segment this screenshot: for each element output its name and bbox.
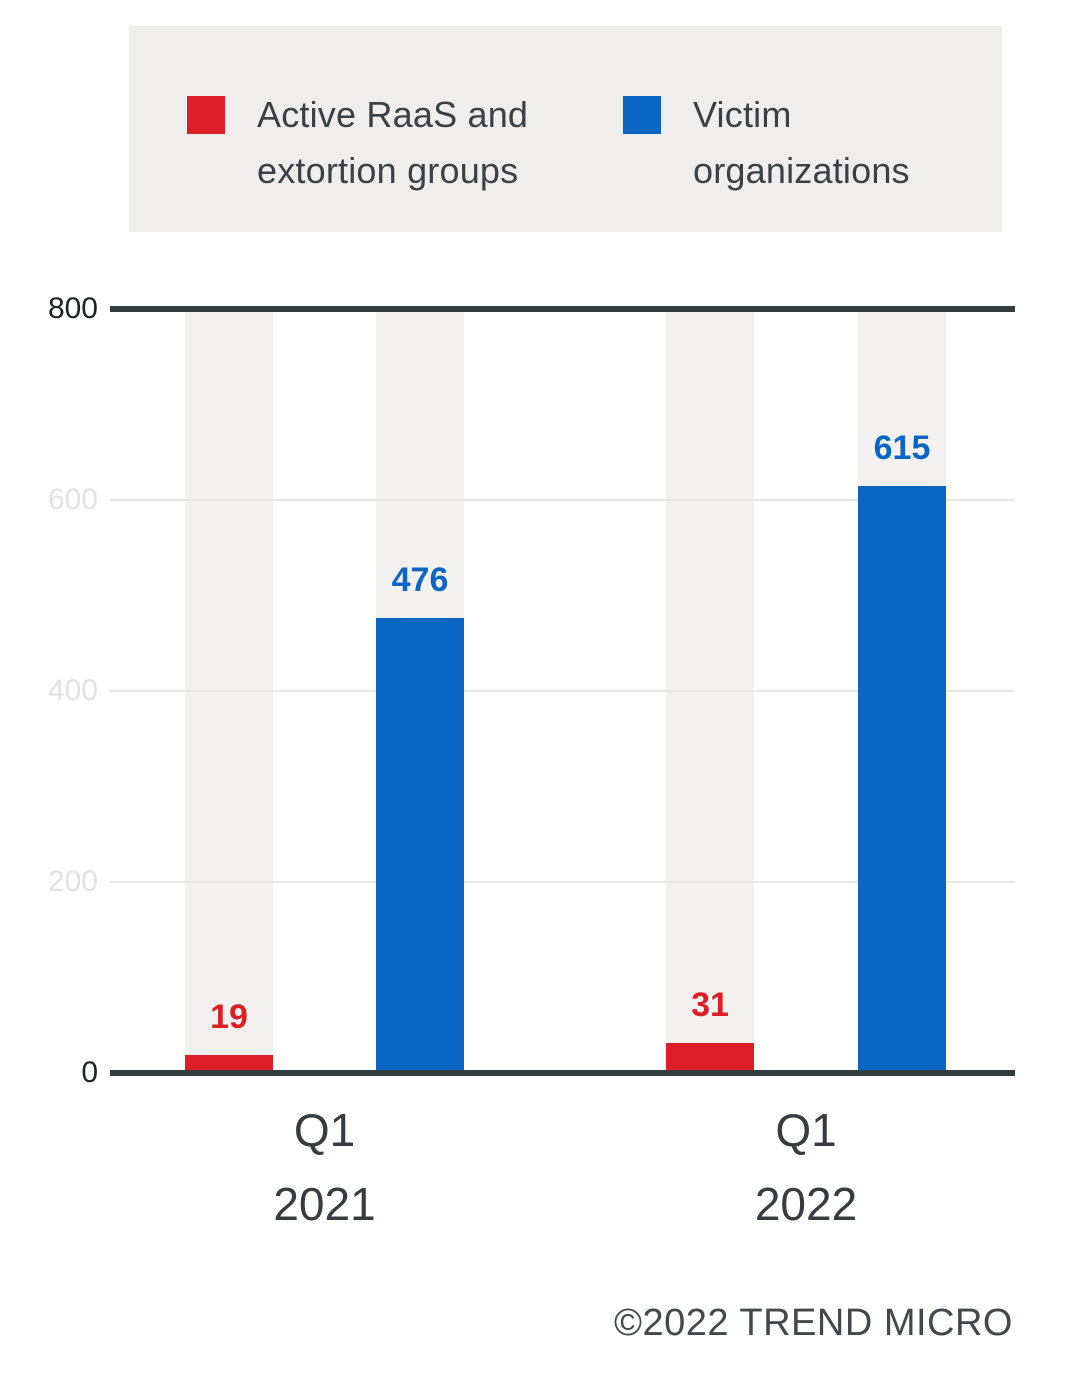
legend-item-victims: Victim organizations bbox=[623, 87, 973, 199]
y-tick-label: 600 bbox=[47, 483, 98, 516]
bar-value-label: 615 bbox=[873, 428, 931, 467]
x-category-label-line: 2022 bbox=[754, 1178, 858, 1230]
bar-value-label: 31 bbox=[691, 986, 729, 1025]
grid-line bbox=[110, 690, 1015, 692]
plot-area: 0 200 400 600 800 19 476 Q1 2021 31 615 Q1 2022 bbox=[48, 292, 1015, 1230]
grid-line bbox=[110, 881, 1015, 883]
bar-value-label: 19 bbox=[210, 997, 248, 1036]
grid-line bbox=[110, 499, 1015, 501]
legend: Active RaaS and extortion groups Victim … bbox=[129, 26, 1002, 232]
bar bbox=[376, 618, 464, 1073]
bar bbox=[858, 485, 946, 1073]
legend-item-raas: Active RaaS and extortion groups bbox=[187, 87, 577, 199]
copyright-text: ©2022 TREND MICRO bbox=[613, 1302, 1013, 1344]
x-category-label-line: Q1 bbox=[293, 1104, 356, 1156]
x-category-label-line: Q1 bbox=[775, 1104, 837, 1156]
bar bbox=[666, 1043, 754, 1073]
y-tick-label: 200 bbox=[47, 865, 98, 898]
x-category-label: Q1 2022 bbox=[656, 1093, 956, 1241]
top-axis-line bbox=[110, 306, 1015, 312]
legend-swatch-victims-icon bbox=[623, 96, 661, 134]
y-tick-label: 800 bbox=[47, 292, 98, 325]
bar bbox=[185, 1054, 273, 1073]
y-tick-label: 400 bbox=[47, 674, 98, 707]
y-tick-label: 0 bbox=[81, 1056, 98, 1089]
x-axis-baseline bbox=[110, 1070, 1015, 1076]
x-category-label: Q1 2021 bbox=[175, 1093, 475, 1241]
x-category-label-line: 2021 bbox=[273, 1178, 376, 1230]
legend-swatch-raas-icon bbox=[187, 96, 225, 134]
legend-label-victims: Victim organizations bbox=[693, 94, 910, 191]
legend-label-raas: Active RaaS and extortion groups bbox=[257, 94, 529, 191]
bar-value-label: 476 bbox=[391, 561, 449, 600]
